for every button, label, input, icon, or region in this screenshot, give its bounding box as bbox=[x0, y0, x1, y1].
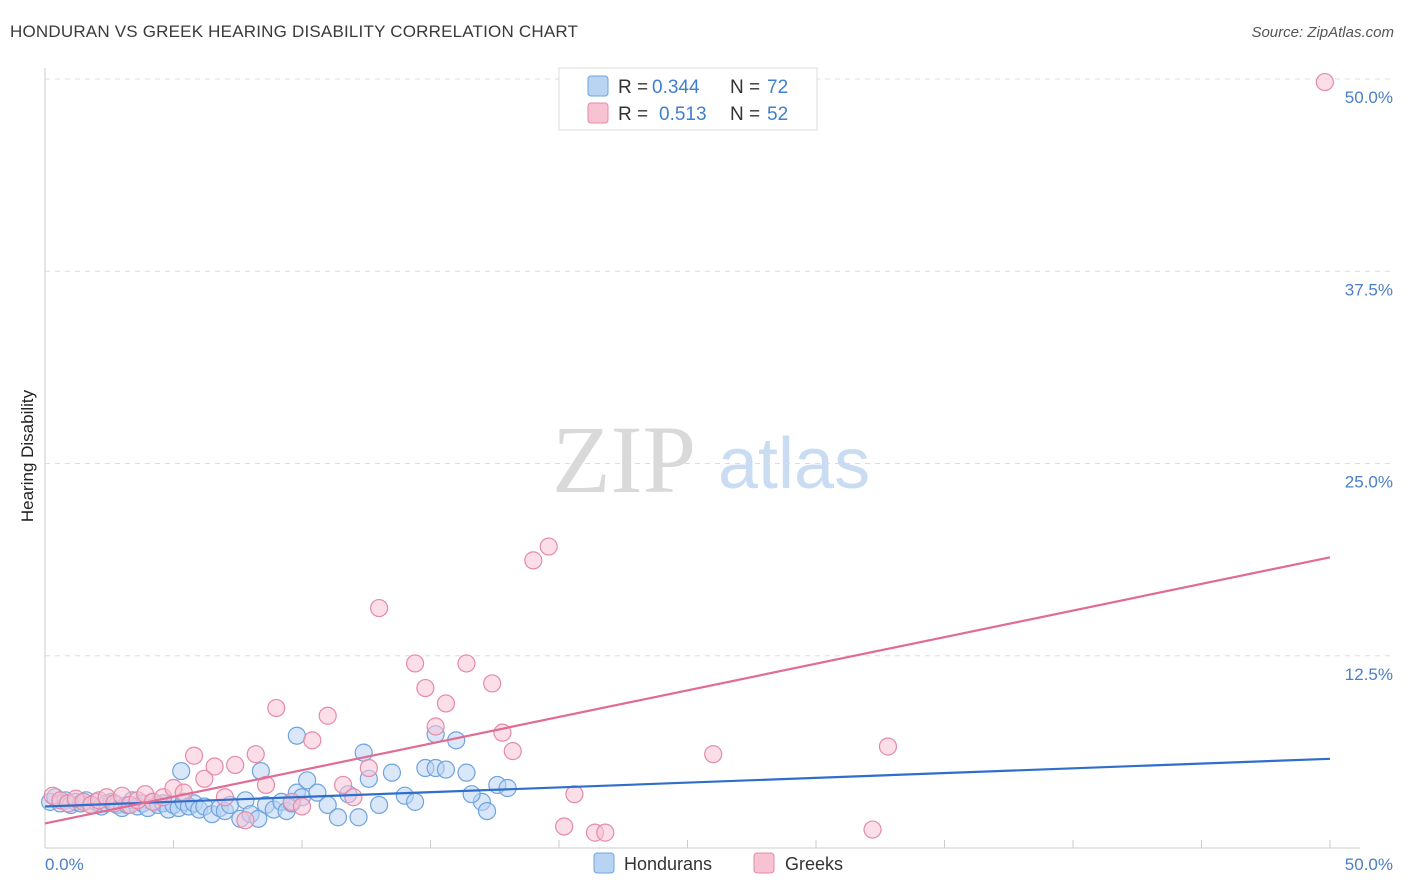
bottom-legend-swatch-hondurans bbox=[593, 852, 615, 874]
hondurans-point-59 bbox=[436, 760, 456, 779]
legend-r-label-greeks: R = bbox=[618, 104, 648, 125]
greeks-point-27 bbox=[292, 797, 312, 816]
hondurans-point-46 bbox=[298, 771, 317, 790]
greeks-point-35 bbox=[416, 678, 435, 698]
greeks-point-48 bbox=[704, 745, 723, 764]
series-legend: Hondurans Greeks bbox=[593, 852, 843, 874]
bottom-legend-label-hondurans: Hondurans bbox=[624, 854, 712, 874]
greeks-point-50 bbox=[878, 737, 898, 756]
greeks-point-18 bbox=[195, 769, 214, 788]
greeks-point-32 bbox=[359, 758, 378, 778]
greeks-point-21 bbox=[226, 755, 245, 775]
legend-swatch-hondurans bbox=[587, 75, 609, 97]
data-points bbox=[41, 72, 1334, 842]
hondurans-point-60 bbox=[457, 763, 476, 782]
hondurans-point-71 bbox=[477, 801, 497, 821]
greeks-point-31 bbox=[344, 788, 363, 807]
y-tick-label-2: 37.5% bbox=[1345, 280, 1393, 299]
greeks-point-22 bbox=[236, 811, 255, 830]
greeks-point-45 bbox=[565, 785, 584, 804]
stats-legend: R = 0.344 N = 72 R = 0.513 N = 52 bbox=[558, 67, 818, 131]
y-tick-labels: 12.5% 25.0% 37.5% 50.0% bbox=[1345, 88, 1393, 684]
watermark-atlas: atlas bbox=[718, 424, 870, 504]
hondurans-point-54 bbox=[382, 763, 402, 782]
hondurans-point-49 bbox=[328, 808, 348, 827]
hondurans-point-56 bbox=[405, 792, 425, 811]
hondurans-point-51 bbox=[349, 808, 368, 827]
greeks-point-28 bbox=[303, 731, 322, 750]
greeks-point-17 bbox=[184, 746, 204, 765]
hondurans-trend-line bbox=[44, 757, 1331, 808]
greeks-point-38 bbox=[457, 654, 476, 673]
y-tick-label-3: 50.0% bbox=[1345, 88, 1393, 107]
hondurans-point-66 bbox=[287, 726, 306, 745]
greeks-point-19 bbox=[205, 757, 224, 776]
greeks-point-49 bbox=[863, 820, 882, 839]
greeks-point-47 bbox=[596, 823, 615, 842]
greeks-point-25 bbox=[267, 698, 286, 718]
greeks-point-43 bbox=[539, 537, 558, 556]
greeks-point-44 bbox=[555, 817, 574, 836]
greeks-point-33 bbox=[370, 598, 389, 618]
hondurans-point-70 bbox=[462, 785, 481, 804]
x-tick-label-max: 50.0% bbox=[1345, 855, 1393, 874]
greeks-trend-line bbox=[44, 556, 1331, 825]
y-axis-label: Hearing Disability bbox=[18, 389, 37, 522]
chart-title: HONDURAN VS GREEK HEARING DISABILITY COR… bbox=[10, 22, 579, 41]
greeks-point-51 bbox=[1315, 72, 1334, 92]
greeks-point-34 bbox=[405, 654, 425, 673]
legend-r-value-greeks: 0.513 bbox=[659, 104, 707, 125]
greeks-point-24 bbox=[256, 775, 276, 795]
watermark-zip: ZIP bbox=[552, 406, 696, 513]
legend-swatch-greeks bbox=[587, 102, 609, 124]
legend-n-label-hondurans: N = bbox=[730, 77, 760, 98]
greeks-point-36 bbox=[426, 717, 445, 736]
source-label: Source: ZipAtlas.com bbox=[1251, 24, 1394, 41]
legend-r-label-hondurans: R = bbox=[618, 77, 648, 98]
legend-n-value-greeks: 52 bbox=[767, 104, 788, 125]
x-ticks bbox=[44, 840, 1331, 848]
legend-n-value-hondurans: 72 bbox=[767, 77, 788, 98]
x-tick-label-min: 0.0% bbox=[45, 855, 84, 874]
legend-n-label-greeks: N = bbox=[730, 104, 760, 125]
hondurans-point-53 bbox=[370, 795, 389, 815]
grid-lines bbox=[45, 78, 1392, 657]
y-tick-label-1: 25.0% bbox=[1345, 473, 1393, 492]
greeks-point-23 bbox=[246, 745, 265, 764]
y-tick-label-0: 12.5% bbox=[1345, 665, 1393, 684]
greeks-point-37 bbox=[436, 694, 456, 713]
greeks-point-29 bbox=[318, 706, 337, 725]
greeks-point-41 bbox=[503, 742, 522, 761]
bottom-legend-label-greeks: Greeks bbox=[785, 854, 843, 874]
legend-r-value-hondurans: 0.344 bbox=[652, 77, 700, 98]
greeks-point-30 bbox=[334, 775, 353, 795]
bottom-legend-swatch-greeks bbox=[753, 852, 775, 874]
greeks-point-20 bbox=[215, 788, 234, 807]
hondurans-point-64 bbox=[172, 761, 191, 781]
trend-lines bbox=[44, 556, 1331, 825]
greeks-point-39 bbox=[483, 674, 502, 693]
greeks-point-42 bbox=[524, 551, 543, 570]
